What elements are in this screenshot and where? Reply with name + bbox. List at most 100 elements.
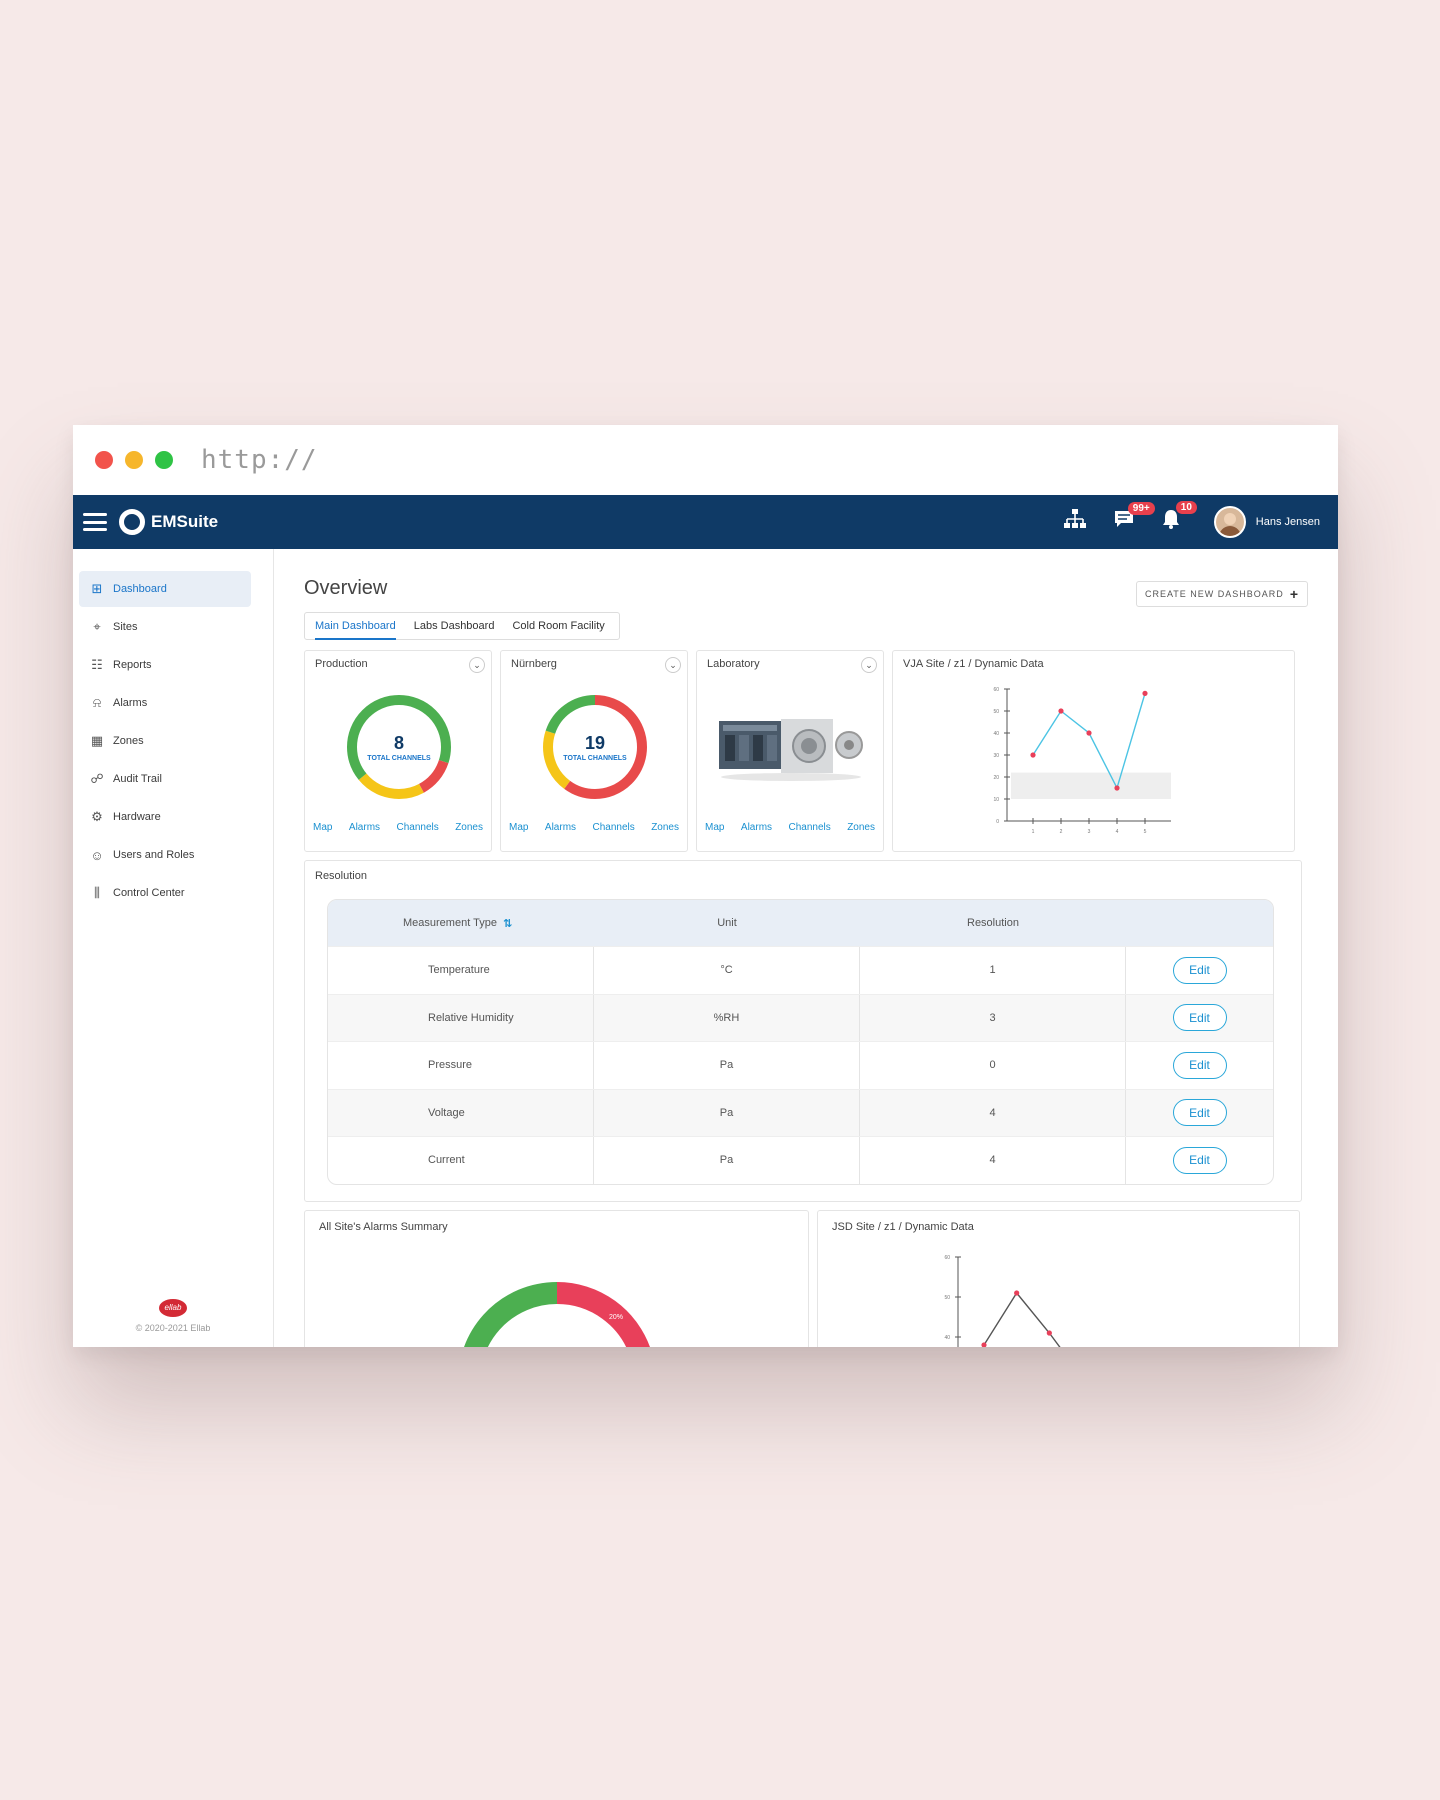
- tab-cold-room-facility[interactable]: Cold Room Facility: [512, 619, 605, 632]
- sidebar-item-label: Dashboard: [113, 583, 167, 595]
- cell-unit: Pa: [594, 1089, 860, 1136]
- alarms-link[interactable]: Alarms: [348, 822, 381, 833]
- sidebar-item-users-and-roles[interactable]: ☺ Users and Roles: [79, 837, 251, 873]
- sidebar-item-label: Control Center: [113, 887, 185, 899]
- y-tick-label: 40: [944, 1335, 950, 1341]
- sidebar-item-sites[interactable]: ⌖ Sites: [79, 609, 251, 645]
- y-tick-label: 30: [993, 753, 999, 759]
- x-tick-label: 5: [1144, 829, 1147, 835]
- sidebar: ⊞ Dashboard ⌖ Sites ☷ Reports ⍾ Alarms ▦ Zones ☍ Au…: [73, 549, 274, 1347]
- channels-link[interactable]: Channels: [592, 822, 635, 833]
- total-channels-label: TOTAL CHANNELS: [563, 754, 627, 762]
- cell-unit: °C: [594, 947, 860, 994]
- hamburger-menu-icon[interactable]: [83, 513, 107, 531]
- pie-slice[interactable]: [464, 1282, 645, 1347]
- table-row: Relative Humidity %RH 3 Edit: [328, 993, 1273, 1041]
- alarms-summary-card: All Site's Alarms Summary 20%: [304, 1210, 809, 1347]
- y-tick-label: 50: [944, 1295, 950, 1301]
- alarm-bell-icon: ⍾: [92, 695, 102, 710]
- map-link[interactable]: Map: [313, 822, 333, 833]
- data-point[interactable]: [1142, 690, 1148, 696]
- edit-button[interactable]: Edit: [1172, 1004, 1227, 1032]
- sidebar-item-label: Audit Trail: [113, 773, 162, 785]
- cell-unit: %RH: [594, 994, 860, 1041]
- data-point[interactable]: [1046, 1330, 1052, 1336]
- y-tick-label: 60: [944, 1255, 950, 1261]
- sidebar-item-zones[interactable]: ▦ Zones: [79, 723, 251, 759]
- table-header: Measurement Type ⇅ Unit Resolution: [328, 900, 1273, 946]
- data-point[interactable]: [1058, 708, 1064, 714]
- map-link[interactable]: Map: [705, 822, 725, 833]
- donut-segment: [543, 695, 647, 799]
- url-text[interactable]: http://: [201, 445, 318, 475]
- location-pin-icon: ⌖: [93, 619, 101, 634]
- donut-segment: [347, 695, 451, 799]
- zones-link[interactable]: Zones: [651, 822, 679, 833]
- cell-resolution: 3: [860, 994, 1126, 1041]
- chevron-down-icon[interactable]: ⌄: [469, 657, 485, 673]
- minimize-dot[interactable]: [125, 451, 143, 469]
- data-point[interactable]: [1030, 752, 1036, 758]
- messages-icon[interactable]: 99+: [1114, 502, 1155, 534]
- alarms-summary-donut: 20%: [464, 1282, 650, 1347]
- tab-main-dashboard[interactable]: Main Dashboard: [315, 613, 396, 640]
- cell-resolution: 4: [860, 1137, 1126, 1184]
- cell-resolution: 0: [860, 1042, 1126, 1089]
- y-tick-label: 10: [993, 797, 999, 803]
- edit-button[interactable]: Edit: [1172, 956, 1227, 984]
- cell-measurement-type: Current: [328, 1137, 594, 1184]
- total-channels-label: TOTAL CHANNELS: [367, 754, 431, 762]
- audit-trail-icon: ☍: [90, 771, 104, 786]
- page-title: Overview: [304, 577, 388, 599]
- sidebar-item-audit-trail[interactable]: ☍ Audit Trail: [79, 761, 251, 797]
- dashboard-icon: ⊞: [91, 581, 103, 596]
- notifications-bell-icon[interactable]: 10: [1162, 501, 1197, 535]
- pie-slice[interactable]: [556, 1282, 650, 1347]
- user-avatar[interactable]: [1213, 506, 1246, 538]
- cell-measurement-type: Temperature: [328, 947, 594, 994]
- sidebar-item-control-center[interactable]: ⫼ Control Center: [79, 875, 251, 911]
- edit-button[interactable]: Edit: [1172, 1051, 1227, 1079]
- dashboard-tabs: Main Dashboard Labs Dashboard Cold Room …: [304, 612, 620, 640]
- header-resolution: Resolution: [967, 917, 1019, 929]
- zones-link[interactable]: Zones: [455, 822, 483, 833]
- user-name[interactable]: Hans Jensen: [1255, 516, 1320, 528]
- sitemap-icon[interactable]: [1063, 509, 1086, 535]
- zones-link[interactable]: Zones: [847, 822, 875, 833]
- edit-button[interactable]: Edit: [1172, 1099, 1227, 1127]
- table-row: Temperature °C 1 Edit: [328, 946, 1273, 994]
- data-point[interactable]: [1014, 1290, 1020, 1296]
- alarms-link[interactable]: Alarms: [544, 822, 577, 833]
- card-title: Nürnberg: [511, 658, 557, 670]
- sidebar-item-dashboard[interactable]: ⊞ Dashboard: [79, 571, 251, 607]
- resolution-card: Resolution Measurement Type ⇅ Unit Resol…: [304, 860, 1302, 1202]
- vja-dynamic-data-card: VJA Site / z1 / Dynamic Data 0 10 20 30 40 50…: [892, 650, 1295, 852]
- table-row: Pressure Pa 0 Edit: [328, 1041, 1273, 1089]
- chevron-down-icon[interactable]: ⌄: [861, 657, 877, 673]
- card-title: Production: [315, 658, 368, 670]
- close-dot[interactable]: [95, 451, 113, 469]
- data-point[interactable]: [1114, 785, 1120, 791]
- channels-link[interactable]: Channels: [396, 822, 439, 833]
- cell-measurement-type: Voltage: [328, 1089, 594, 1136]
- chevron-down-icon[interactable]: ⌄: [665, 657, 681, 673]
- data-point[interactable]: [981, 1342, 987, 1347]
- alarms-link[interactable]: Alarms: [740, 822, 773, 833]
- x-tick-label: 4: [1116, 829, 1119, 835]
- sidebar-item-alarms[interactable]: ⍾ Alarms: [79, 685, 251, 721]
- data-point[interactable]: [1086, 730, 1092, 736]
- sidebar-item-label: Alarms: [113, 697, 148, 709]
- tab-labs-dashboard[interactable]: Labs Dashboard: [413, 619, 495, 632]
- channels-link[interactable]: Channels: [788, 822, 831, 833]
- map-link[interactable]: Map: [509, 822, 529, 833]
- vja-line-chart: 0 10 20 30 40 50 60 1 2 3 4 5: [993, 687, 1171, 835]
- edit-button[interactable]: Edit: [1172, 1146, 1227, 1174]
- total-channels-count: 8: [393, 732, 404, 753]
- sidebar-item-reports[interactable]: ☷ Reports: [79, 647, 251, 683]
- sidebar-item-hardware[interactable]: ⚙ Hardware: [79, 799, 251, 835]
- table-row: Current Pa 4 Edit: [328, 1136, 1273, 1184]
- header-measurement-type[interactable]: Measurement Type ⇅: [328, 900, 594, 946]
- create-dashboard-button[interactable]: CREATE NEW DASHBOARD +: [1135, 581, 1308, 607]
- sort-icon[interactable]: ⇅: [502, 917, 513, 930]
- maximize-dot[interactable]: [155, 451, 173, 469]
